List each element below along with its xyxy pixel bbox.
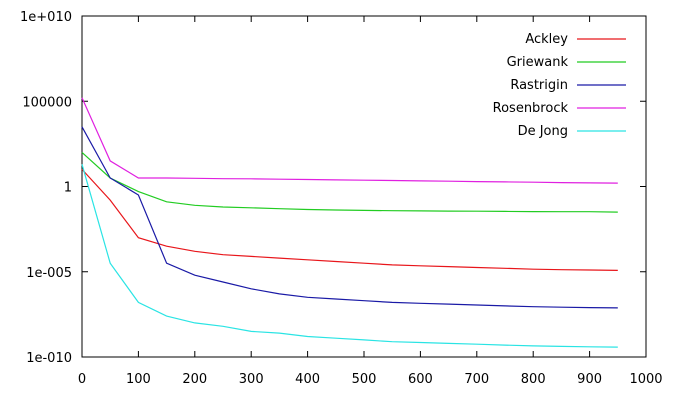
legend: Ackley Griewank Rastrigin Rosenbrock De Jong — [493, 32, 626, 139]
y-tick-label: 1e-005 — [26, 266, 72, 281]
y-tick-label: 1 — [64, 181, 72, 196]
y-tick-label: 100000 — [22, 95, 72, 110]
x-tick-label: 700 — [464, 372, 489, 387]
legend-label: Rosenbrock — [493, 101, 569, 116]
series-lines — [81, 97, 618, 348]
x-tick-label: 0 — [78, 372, 86, 387]
x-tick-label: 300 — [239, 372, 264, 387]
legend-label: De Jong — [518, 124, 568, 139]
x-tick-label: 600 — [408, 372, 433, 387]
x-tick-label: 200 — [182, 372, 207, 387]
x-tick-label: 1000 — [629, 372, 662, 387]
y-tick-label: 1e+010 — [20, 10, 72, 25]
series-line-griewank — [81, 151, 618, 213]
y-tick-label: 1e-010 — [26, 351, 72, 366]
series-line-ackley — [81, 168, 618, 271]
x-tick-label: 900 — [577, 372, 602, 387]
series-line-rosenbrock — [81, 97, 618, 184]
x-tick-label: 800 — [521, 372, 546, 387]
x-axis: 0 100 200 300 400 500 600 700 800 900 1000 — [78, 16, 663, 387]
legend-label: Ackley — [525, 32, 568, 47]
series-line-de-jong — [81, 164, 618, 348]
x-tick-label: 500 — [352, 372, 377, 387]
x-tick-label: 400 — [295, 372, 320, 387]
legend-label: Griewank — [507, 55, 569, 70]
x-tick-label: 100 — [126, 372, 151, 387]
series-line-rastrigin — [81, 126, 618, 309]
legend-label: Rastrigin — [510, 78, 568, 93]
y-axis: 1e-010 1e-005 1 100000 1e+010 — [20, 10, 646, 366]
